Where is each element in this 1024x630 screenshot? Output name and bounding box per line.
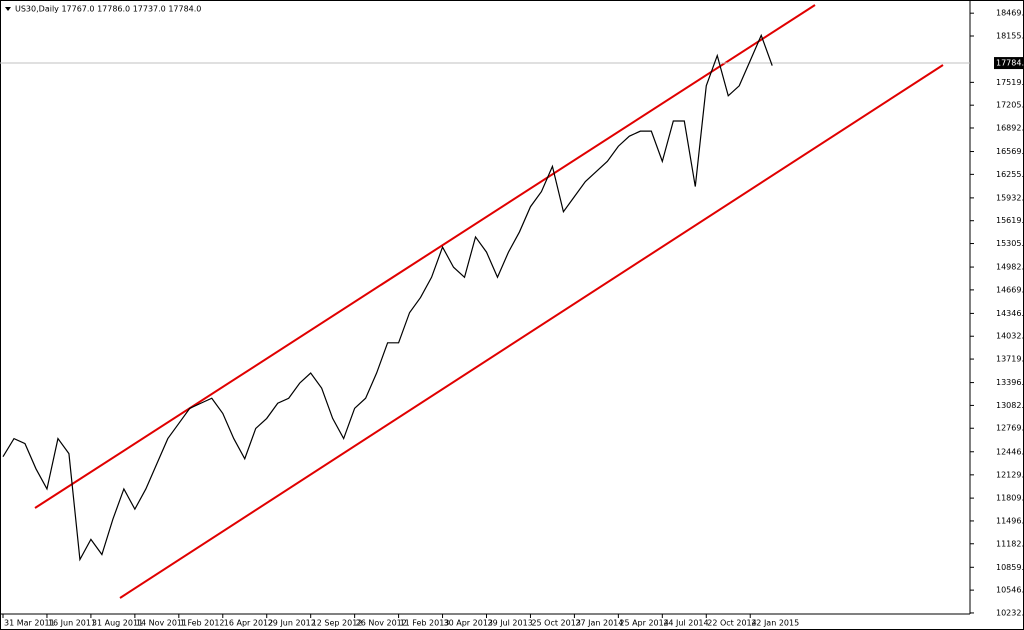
y-tick-label: 13396.0 (996, 378, 1024, 387)
upper-trendline (34, 4, 816, 509)
menu-arrow[interactable] (5, 7, 11, 11)
x-tick-label: 25 Apr 2014 (619, 619, 668, 628)
x-tick-label: 26 Nov 2012 (356, 619, 407, 628)
x-tick-label: 1 Feb 2012 (180, 619, 225, 628)
x-tick-label: 30 Apr 2013 (444, 619, 493, 628)
y-tick-label: 11809.5 (996, 494, 1024, 503)
current-price-label: 17784.0 (996, 59, 1024, 68)
y-tick-label: 15305.5 (996, 239, 1024, 248)
x-tick-label: 31 Aug 2011 (92, 619, 143, 628)
x-tick-label: 16 Apr 2012 (224, 619, 273, 628)
y-tick-label: 16255.5 (996, 170, 1024, 179)
y-tick-label: 16569.0 (996, 147, 1024, 156)
x-tick-label: 14 Nov 2011 (136, 619, 187, 628)
y-tick-label: 12769.0 (996, 424, 1024, 433)
y-tick-label: 12129.0 (996, 470, 1024, 479)
y-tick-label: 10546.0 (996, 586, 1024, 595)
x-tick-label: 12 Sep 2012 (312, 619, 363, 628)
x-tick-label: 31 Mar 2011 (4, 619, 55, 628)
x-tick-label: 16 Jun 2011 (48, 619, 96, 628)
y-tick-label: 13719.0 (996, 355, 1024, 364)
x-tick-label: 29 Jun 2012 (268, 619, 316, 628)
x-tick-label: 11 Feb 2013 (400, 619, 450, 628)
y-tick-label: 10859.5 (996, 563, 1024, 572)
y-tick-label: 13082.5 (996, 401, 1024, 410)
x-tick-label: 25 Oct 2013 (531, 619, 580, 628)
y-tick-label: 17519.0 (996, 78, 1024, 87)
y-tick-label: 14669.0 (996, 285, 1024, 294)
y-tick-label: 14346.0 (996, 309, 1024, 318)
y-tick-label: 18469.0 (996, 9, 1024, 18)
x-tick-label: 22 Jan 2015 (751, 619, 799, 628)
y-tick-label: 11182.5 (996, 539, 1024, 548)
x-tick-label: 27 Jan 2014 (575, 619, 623, 628)
x-tick-label: 29 Jul 2013 (488, 619, 533, 628)
y-tick-label: 18155.5 (996, 32, 1024, 41)
current-price-box (994, 57, 1024, 70)
x-tick-label: 22 Oct 2014 (707, 619, 756, 628)
y-tick-label: 17205.5 (996, 101, 1024, 110)
y-tick-label: 11496.0 (996, 516, 1024, 525)
price-line (2, 33, 773, 562)
y-tick-label: 12446.0 (996, 447, 1024, 456)
x-tick-label: 24 Jul 2014 (663, 619, 708, 628)
y-tick-label: 15619.0 (996, 216, 1024, 225)
chart-title: US30,Daily 17767.0 17786.0 17737.0 17784… (15, 5, 201, 14)
y-tick-label: 16892.5 (996, 123, 1024, 132)
lower-trendline (119, 64, 944, 599)
y-tick-label: 14032.5 (996, 332, 1024, 341)
y-tick-label: 10232.5 (996, 608, 1024, 617)
y-tick-label: 14982.5 (996, 263, 1024, 272)
y-tick-label: 15932.5 (996, 193, 1024, 202)
